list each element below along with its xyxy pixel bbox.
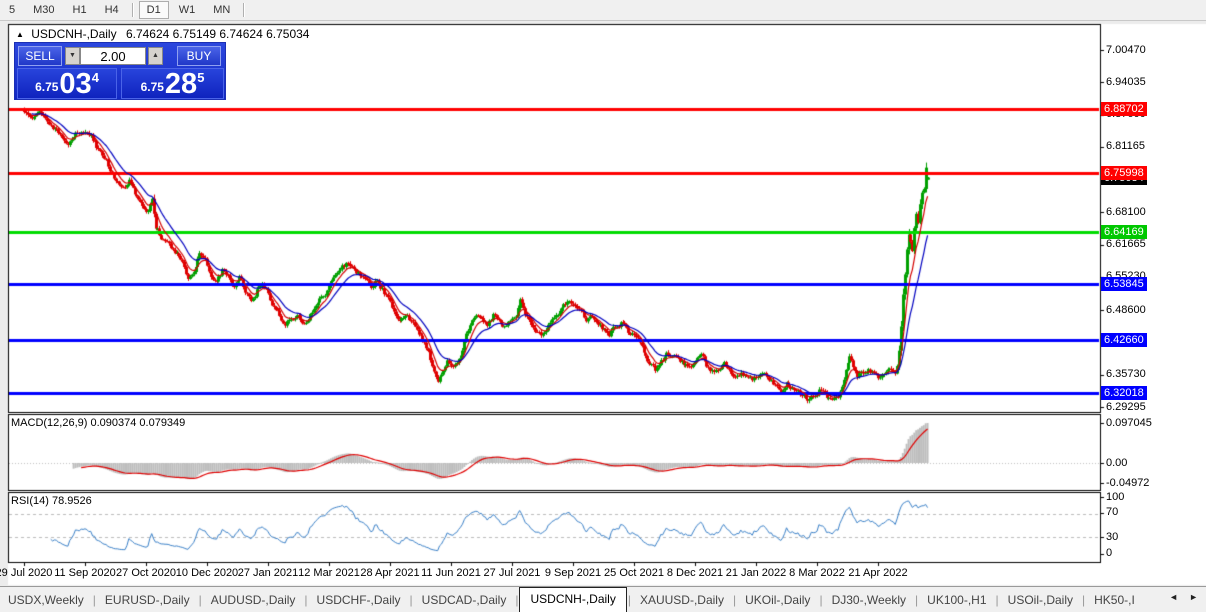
date-tick-label: 29 Jul 2020 (0, 567, 53, 579)
chart-tab-eurusd-daily[interactable]: EURUSD-,Daily (104, 593, 190, 607)
tab-separator: | (1082, 593, 1086, 607)
timeframe-button-mn[interactable]: MN (213, 4, 231, 16)
date-tick-label: 10 Dec 2020 (175, 567, 239, 579)
price-tick-label: 6.48600 (1106, 303, 1146, 316)
date-tick-label: 28 Apr 2021 (360, 567, 420, 579)
timeframe-button-w1[interactable]: W1 (178, 4, 196, 16)
date-tick-label: 11 Sep 2020 (54, 567, 116, 579)
timeframe-button-d1[interactable]: D1 (138, 1, 169, 19)
level-price-badge: 6.75998 (1101, 165, 1147, 180)
tab-separator: | (915, 593, 919, 607)
price-tick-label: 6.81165 (1106, 140, 1145, 153)
timeframe-button-5[interactable]: 5 (9, 4, 16, 16)
toolbar-separator (243, 3, 246, 17)
macd-axis-label: 0.097045 (1106, 416, 1152, 429)
timeframe-button-h1[interactable]: H1 (72, 4, 87, 16)
chart-title: ▲ USDCNH-,Daily 6.74624 6.75149 6.74624 … (16, 27, 309, 41)
level-price-badge: 6.64169 (1101, 225, 1147, 240)
date-tick-label: 27 Oct 2020 (116, 567, 176, 579)
price-tick-label: 7.00470 (1106, 43, 1146, 56)
timeframe-button-h4[interactable]: H4 (104, 4, 119, 16)
date-tick-label: 25 Oct 2021 (604, 567, 664, 579)
chart-tab-audusd-daily[interactable]: AUDUSD-,Daily (210, 593, 296, 607)
rsi-indicator-label: RSI(14) 78.9526 (11, 495, 92, 507)
chart-tab-usdcnh-daily[interactable]: USDCNH-,Daily (519, 586, 627, 612)
sell-button[interactable]: SELL (18, 46, 62, 66)
date-tick-label: 9 Sep 2021 (544, 567, 602, 579)
date-tick-label: 8 Dec 2021 (666, 567, 724, 579)
tabs-scroll-right-icon[interactable]: ► (1189, 592, 1198, 602)
chart-tab-dj30-weekly[interactable]: DJ30-,Weekly (831, 593, 907, 607)
volume-increase-button[interactable]: ▲ (148, 47, 163, 65)
one-click-trading-panel: SELL ▼ ▲ BUY 6.75 03 4 6.75 28 5 (14, 42, 226, 100)
level-price-badge: 6.53845 (1101, 276, 1147, 291)
tabs-scroll-left-icon[interactable]: ◄ (1169, 592, 1178, 602)
tab-separator: | (819, 593, 823, 607)
level-price-badge: 6.32018 (1101, 386, 1147, 401)
timeframe-toolbar: 5 M30 H1 H4 D1 W1 MN (0, 0, 1206, 21)
price-tick-label: 6.68100 (1106, 205, 1146, 218)
macd-axis-label: 0.00 (1106, 456, 1128, 469)
chart-tab-uk100-h1[interactable]: UK100-,H1 (927, 593, 987, 607)
buy-price-small: 6.75 (140, 80, 164, 94)
chart-tab-usdchf-daily[interactable]: USDCHF-,Daily (316, 593, 401, 607)
chart-tab-usdx-weekly[interactable]: USDX,Weekly (8, 593, 84, 607)
sell-price-quote[interactable]: 6.75 03 4 (17, 68, 117, 99)
chart-tab-ukoil-daily[interactable]: UKOil-,Daily (745, 593, 811, 607)
tab-separator: | (627, 593, 631, 607)
rsi-axis-label: 30 (1106, 530, 1119, 543)
buy-price-big: 28 (164, 68, 198, 100)
chart-tab-bar: USDX,Weekly | EURUSD-,Daily | AUDUSD-,Daily |… (0, 586, 1206, 612)
sell-price-small: 6.75 (35, 80, 59, 94)
date-tick-label: 21 Jan 2022 (725, 567, 787, 579)
macd-axis-label: -0.04972 (1106, 476, 1150, 489)
tab-separator: | (409, 593, 413, 607)
toolbar-separator (131, 3, 134, 17)
price-tick-label: 6.29295 (1106, 400, 1146, 413)
date-tick-label: 12 Mar 2021 (298, 567, 360, 579)
sell-price-sup: 4 (91, 70, 99, 85)
chart-tab-hk50-i[interactable]: HK50-,I (1094, 593, 1135, 607)
rsi-axis-label: 0 (1106, 547, 1113, 559)
tab-separator: | (515, 593, 519, 607)
tab-separator: | (92, 593, 96, 607)
buy-price-sup: 5 (197, 70, 205, 85)
rsi-axis-label: 70 (1106, 506, 1119, 518)
volume-input[interactable] (80, 47, 146, 65)
buy-price-quote[interactable]: 6.75 28 5 (121, 68, 224, 99)
level-price-badge: 6.88702 (1101, 102, 1147, 117)
buy-button[interactable]: BUY (177, 46, 221, 66)
chart-tab-usdcad-daily[interactable]: USDCAD-,Daily (421, 593, 507, 607)
tab-separator: | (732, 593, 737, 607)
date-tick-label: 27 Jan 2021 (237, 567, 299, 579)
macd-indicator-label: MACD(12,26,9) 0.090374 0.079349 (11, 417, 186, 429)
price-tick-label: 6.61665 (1106, 238, 1146, 251)
volume-decrease-button[interactable]: ▼ (65, 47, 80, 65)
rsi-axis-label: 100 (1106, 490, 1125, 503)
tab-separator: | (995, 593, 999, 607)
chart-tab-xauusd-daily[interactable]: XAUUSD-,Daily (639, 593, 724, 607)
date-tick-label: 8 Mar 2022 (789, 567, 845, 579)
sell-price-big: 03 (59, 68, 92, 100)
price-tick-label: 6.35730 (1106, 368, 1146, 381)
date-tick-label: 11 Jun 2021 (421, 567, 481, 579)
date-tick-label: 27 Jul 2021 (483, 567, 541, 579)
chart-tab-usoil-daily[interactable]: USOil-,Daily (1007, 593, 1073, 607)
timeframe-button-m30[interactable]: M30 (33, 4, 55, 16)
price-tick-label: 6.94035 (1106, 75, 1146, 88)
level-price-badge: 6.42660 (1101, 332, 1147, 347)
tab-separator: | (198, 593, 202, 607)
tab-separator: | (304, 593, 308, 607)
date-tick-label: 21 Apr 2022 (848, 567, 908, 579)
chart-ohlc-values: 6.74624 6.75149 6.74624 6.75034 (125, 27, 310, 41)
chart-symbol-label: USDCNH-,Daily (31, 27, 117, 41)
collapse-panel-icon[interactable]: ▲ (16, 30, 24, 39)
